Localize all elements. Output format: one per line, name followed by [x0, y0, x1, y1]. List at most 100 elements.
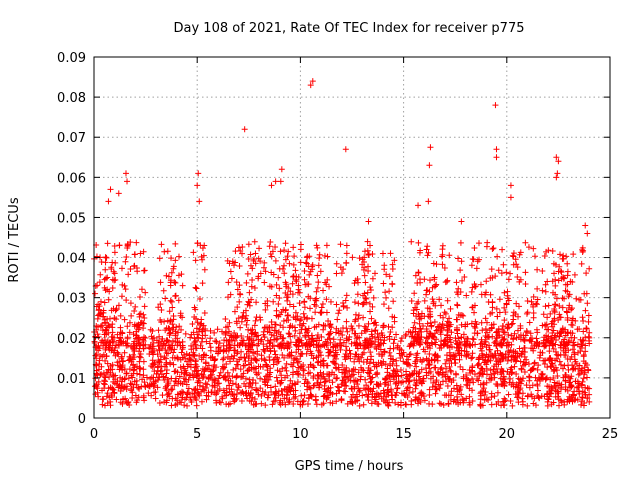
data-point	[362, 386, 369, 393]
data-point	[170, 361, 177, 368]
data-point	[411, 319, 418, 326]
data-point	[551, 309, 558, 316]
data-point	[441, 342, 448, 349]
data-point	[562, 326, 569, 333]
data-point	[169, 342, 176, 349]
data-point	[507, 347, 514, 354]
data-point	[315, 262, 322, 269]
data-point	[373, 390, 380, 397]
data-point	[219, 395, 226, 402]
data-point	[569, 278, 576, 285]
data-point	[463, 371, 470, 378]
data-point	[99, 327, 106, 334]
data-point	[207, 344, 214, 351]
data-point	[579, 394, 586, 401]
data-point	[162, 295, 169, 302]
data-point	[169, 395, 176, 402]
data-point	[262, 268, 269, 275]
data-point	[343, 260, 350, 267]
data-point	[316, 255, 323, 262]
data-point	[339, 332, 346, 339]
data-point	[333, 260, 340, 267]
data-point	[422, 348, 429, 355]
data-point	[216, 398, 223, 405]
data-point	[255, 363, 262, 370]
data-point	[380, 322, 387, 329]
data-point	[544, 314, 551, 321]
data-point	[519, 390, 526, 397]
data-point	[369, 374, 376, 381]
data-point	[218, 328, 225, 335]
data-point	[371, 319, 378, 326]
data-point	[454, 291, 461, 298]
data-point	[98, 258, 105, 265]
data-point	[556, 333, 563, 340]
data-point	[122, 170, 129, 177]
data-point	[263, 343, 270, 350]
data-point	[430, 260, 437, 267]
data-point	[105, 385, 112, 392]
data-point	[583, 290, 590, 297]
data-point	[525, 244, 532, 251]
data-point	[126, 329, 133, 336]
data-point	[266, 243, 273, 250]
data-point	[185, 385, 192, 392]
data-point	[266, 324, 273, 331]
data-point	[257, 375, 264, 382]
data-point	[152, 388, 159, 395]
data-point	[341, 373, 348, 380]
data-point	[345, 376, 352, 383]
data-point	[286, 352, 293, 359]
data-point	[470, 379, 477, 386]
data-point	[512, 311, 519, 318]
data-point	[264, 394, 271, 401]
data-point	[531, 360, 538, 367]
data-point	[98, 371, 105, 378]
data-point	[282, 240, 289, 247]
data-point	[163, 399, 170, 406]
data-point	[268, 253, 275, 260]
data-point	[368, 328, 375, 335]
data-point	[203, 396, 210, 403]
data-point	[291, 324, 298, 331]
data-point	[344, 400, 351, 407]
data-point	[382, 380, 389, 387]
data-point	[314, 284, 321, 291]
data-point	[339, 381, 346, 388]
data-point	[426, 386, 433, 393]
data-point	[261, 390, 268, 397]
data-point	[239, 314, 246, 321]
data-point	[131, 307, 138, 314]
data-point	[246, 361, 253, 368]
data-point	[586, 385, 593, 392]
data-point	[199, 245, 206, 252]
data-point	[295, 286, 302, 293]
data-point	[425, 249, 432, 256]
data-point	[278, 166, 285, 173]
data-point	[437, 312, 444, 319]
data-point	[238, 398, 245, 405]
data-point	[262, 402, 269, 409]
data-point	[523, 328, 530, 335]
data-point	[439, 251, 446, 258]
data-point	[534, 266, 541, 273]
data-point	[368, 378, 375, 385]
data-point	[361, 290, 368, 297]
data-point	[380, 340, 387, 347]
data-point	[364, 238, 371, 245]
data-point	[118, 265, 125, 272]
data-point	[101, 381, 108, 388]
data-point	[248, 336, 255, 343]
data-point	[192, 257, 199, 264]
data-point	[362, 328, 369, 335]
data-point	[303, 316, 310, 323]
data-point	[299, 342, 306, 349]
data-point	[176, 323, 183, 330]
data-point	[310, 355, 317, 362]
data-point	[561, 362, 568, 369]
y-tick-label: 0.09	[57, 51, 86, 66]
data-point	[123, 370, 130, 377]
data-point	[560, 374, 567, 381]
data-point	[428, 357, 435, 364]
data-point	[554, 372, 561, 379]
